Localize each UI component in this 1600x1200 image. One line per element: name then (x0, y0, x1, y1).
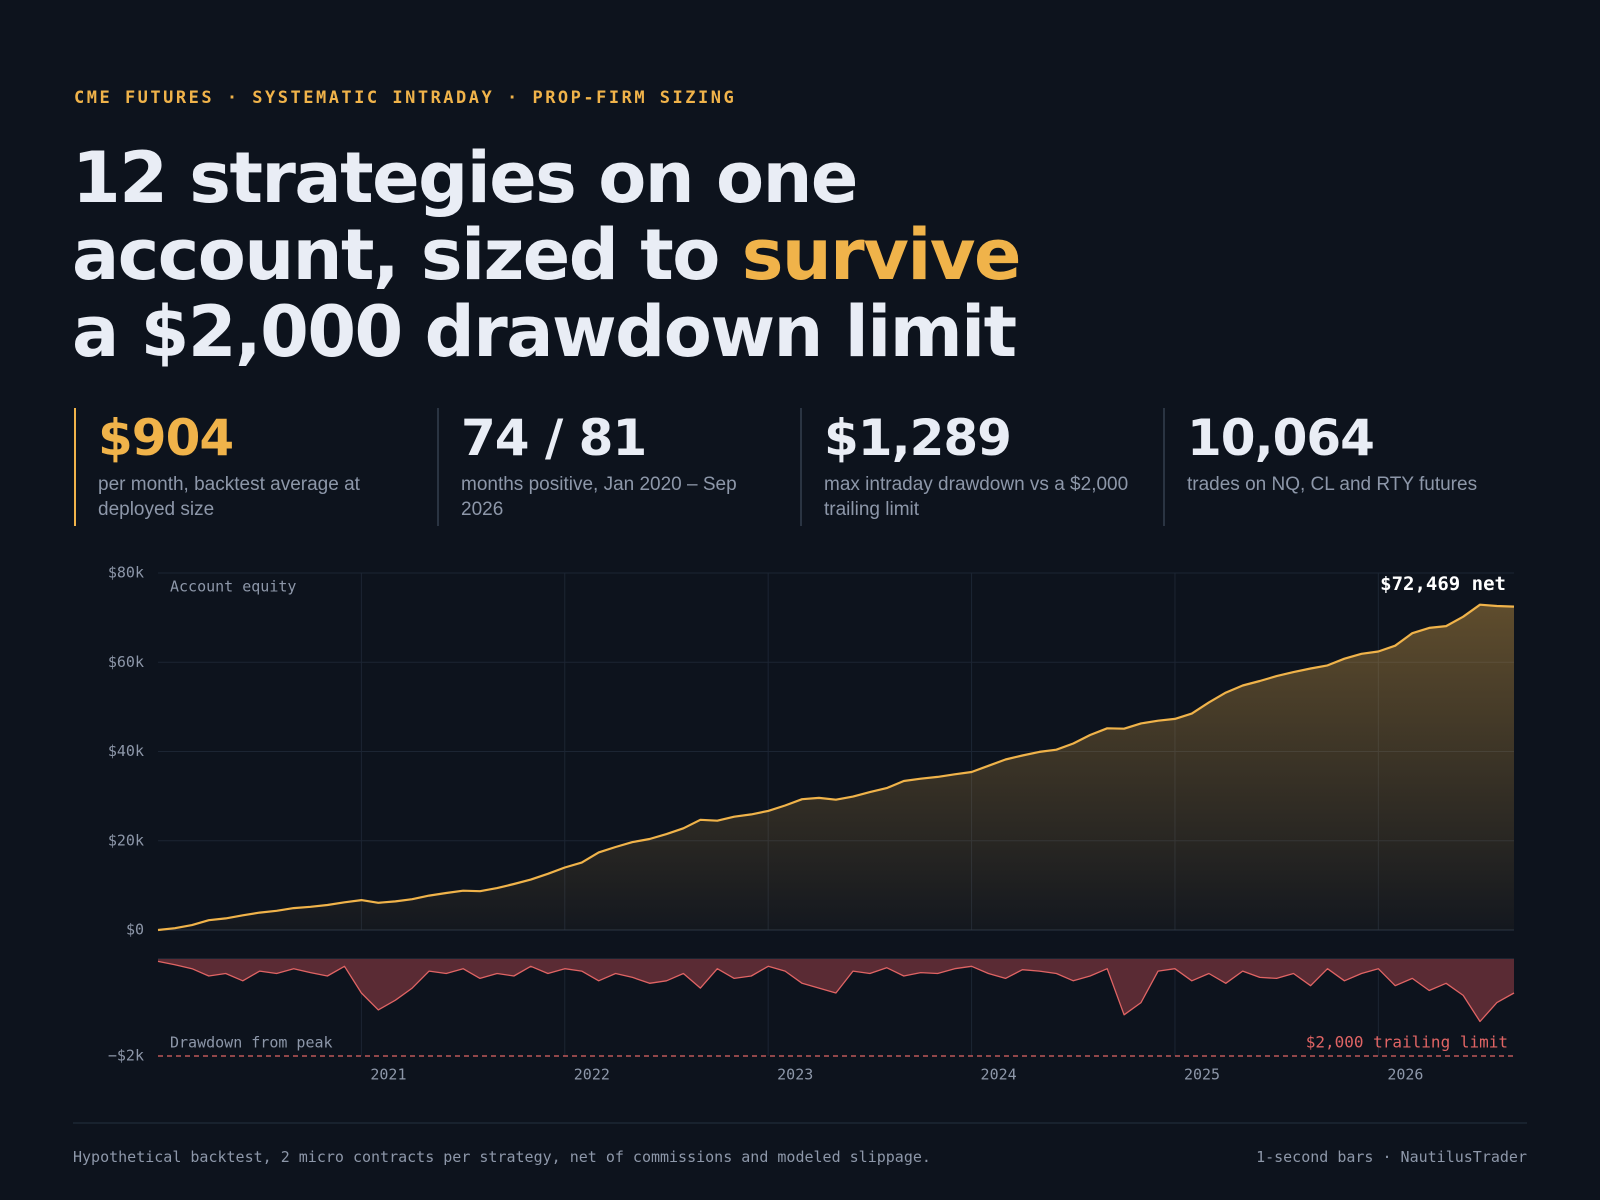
x-tick-label: 2026 (1387, 1066, 1423, 1084)
y-tick-label: −$2k (108, 1047, 144, 1065)
headline: 12 strategies on one account, sized to s… (72, 140, 1022, 371)
credit: 1-second bars · NautilusTrader (1256, 1148, 1527, 1166)
headline-line: 12 strategies on one (72, 140, 1020, 217)
x-tick-label: 2022 (574, 1066, 610, 1084)
stat: 74 / 81 months positive, Jan 2020 – Sep 2… (437, 408, 800, 526)
drawdown-line (157, 960, 1515, 1023)
stat: 10,064 trades on NQ, CL and RTY futures (1163, 408, 1526, 526)
stat-value: 74 / 81 (461, 409, 647, 467)
x-tick-label: 2025 (1184, 1066, 1220, 1084)
equity-line (157, 603, 1515, 932)
headline-line: account, sized to survive (72, 214, 1022, 296)
stat-value: $1,289 (824, 409, 1012, 467)
stat: $1,289 max intraday drawdown vs a $2,000 … (800, 408, 1163, 526)
stat-label: months positive, Jan 2020 – Sep 2026 (461, 474, 737, 520)
panel-label: Account equity (170, 578, 296, 596)
x-tick-label: 2023 (777, 1066, 813, 1084)
limit-label: $2,000 trailing limit (1306, 1033, 1508, 1052)
y-tick-label: $60k (108, 653, 144, 671)
stat-label: trades on NQ, CL and RTY futures (1187, 474, 1478, 495)
headline-text: account, sized to (72, 214, 742, 296)
y-tick-label: $0 (126, 921, 144, 939)
x-tick-label: 2021 (370, 1066, 406, 1084)
stat-value: 10,064 (1187, 409, 1375, 467)
stat: $904 per month, backtest average at deplo… (74, 408, 437, 526)
stat-label: max intraday drawdown vs a $2,000 traili… (824, 474, 1129, 520)
panel-label: Drawdown from peak (170, 1034, 333, 1052)
y-tick-label: $40k (108, 742, 144, 760)
x-tick-label: 2024 (981, 1066, 1017, 1084)
y-tick-label: $20k (108, 831, 144, 849)
headline-highlight: survive (741, 214, 1022, 296)
headline-text: a $2,000 drawdown limit (72, 291, 1017, 373)
end-annotation: $72,469 net (1380, 573, 1506, 595)
stat-value: $904 (98, 409, 234, 467)
y-tick-label: $80k (108, 564, 144, 582)
stats: $904 per month, backtest average at deplo… (74, 408, 1526, 526)
headline-line: a $2,000 drawdown limit (72, 294, 1020, 371)
stat-label: per month, backtest average at deployed … (98, 474, 360, 520)
area-fill (158, 959, 1514, 1022)
kicker: CME FUTURES · SYSTEMATIC INTRADAY · PROP… (74, 88, 737, 108)
footnote: Hypothetical backtest, 2 micro contracts… (73, 1148, 931, 1166)
area-fill (158, 604, 1514, 930)
headline-text: 12 strategies on one (72, 137, 858, 219)
